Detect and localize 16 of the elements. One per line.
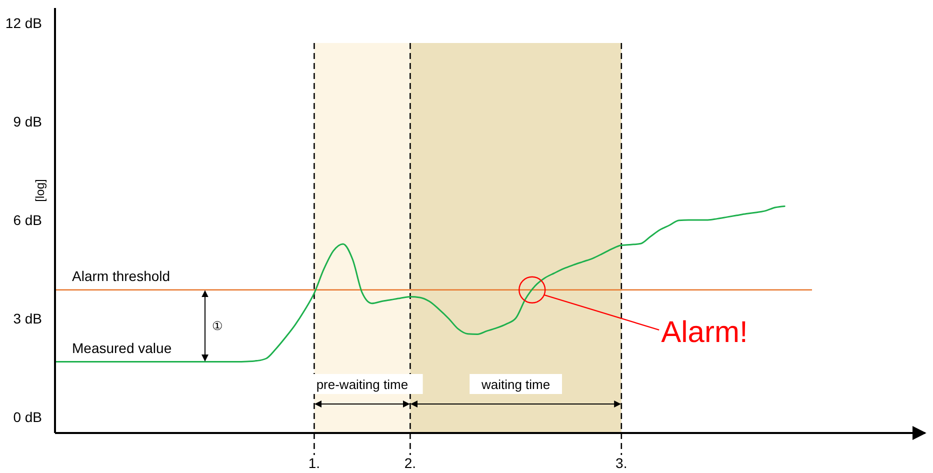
y-tick-label: 12 dB [5, 14, 42, 31]
y-tick-label: 0 dB [13, 408, 42, 425]
annotation: ① [212, 318, 223, 333]
line-series [54, 205, 786, 363]
y-tick-label: 6 dB [13, 212, 42, 228]
y-tick-label: 9 dB [13, 113, 42, 130]
band-label: waiting time [480, 377, 550, 392]
series-label: Measured value [72, 340, 172, 356]
annotation: Alarm! [661, 316, 748, 349]
y-axis-title: [log] [33, 179, 47, 202]
band-label: pre-waiting time [316, 377, 408, 392]
x-tick-label: 2. [404, 455, 416, 471]
y-tick-label: 3 dB [13, 310, 42, 326]
x-tick-label: 3. [616, 455, 628, 471]
x-tick-label: 1. [308, 455, 320, 471]
ref-line-label: Alarm threshold [72, 268, 170, 284]
